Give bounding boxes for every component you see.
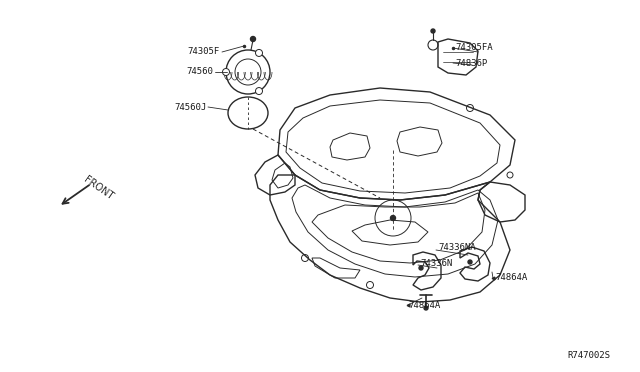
Text: 74560: 74560 [186, 67, 213, 77]
Circle shape [250, 36, 255, 42]
Circle shape [431, 29, 435, 33]
Circle shape [468, 260, 472, 264]
Circle shape [424, 306, 428, 310]
Text: 74560J: 74560J [175, 103, 207, 112]
Circle shape [390, 215, 396, 221]
Text: 74336NA: 74336NA [438, 244, 476, 253]
Circle shape [419, 266, 423, 270]
Circle shape [255, 87, 262, 94]
Circle shape [223, 68, 230, 76]
Text: 74305FA: 74305FA [455, 44, 493, 52]
Circle shape [255, 49, 262, 57]
Text: 74336N: 74336N [420, 259, 452, 267]
Text: 74305F: 74305F [188, 48, 220, 57]
Text: 74864A: 74864A [408, 301, 440, 310]
Text: 74864A: 74864A [495, 273, 527, 282]
Text: R747002S: R747002S [567, 350, 610, 359]
Text: 74836P: 74836P [455, 58, 487, 67]
Text: FRONT: FRONT [82, 174, 115, 202]
